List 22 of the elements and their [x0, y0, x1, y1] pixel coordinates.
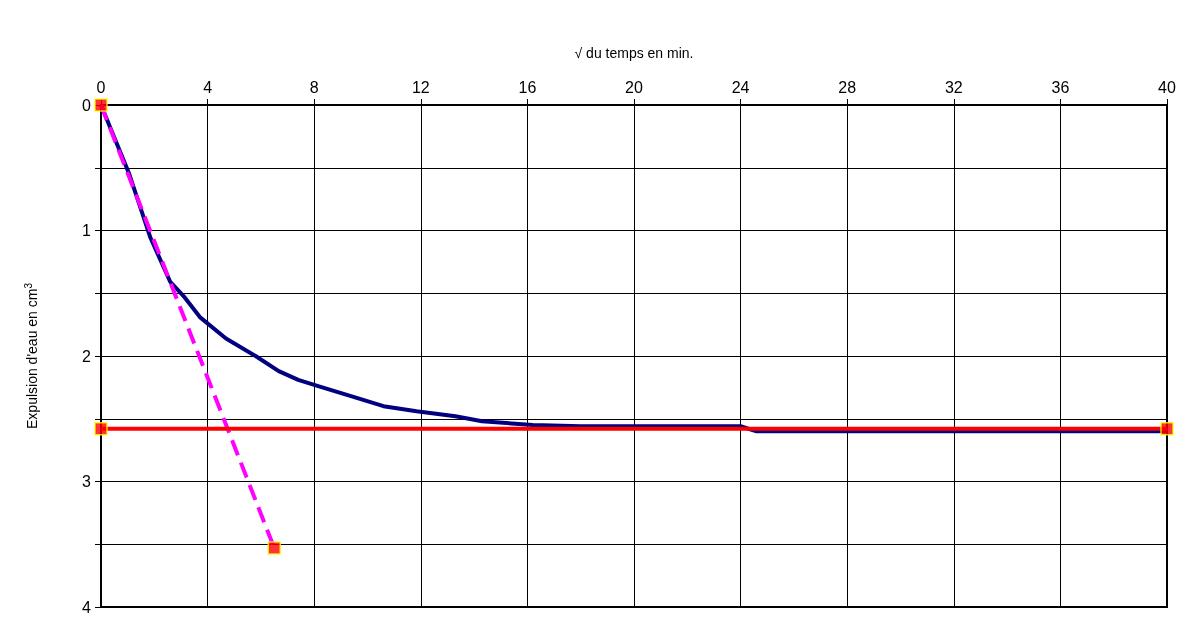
- y-tick-label: 4: [82, 598, 92, 616]
- point: [1160, 422, 1174, 436]
- x-axis-title: √ du temps en min.: [574, 45, 694, 61]
- x-tick-label: 24: [731, 78, 750, 96]
- y-tick-label: 1: [82, 222, 92, 239]
- y-tick-label: 3: [82, 473, 92, 490]
- x-tick-label: 0: [96, 78, 106, 96]
- point: [267, 541, 281, 555]
- x-tick-label: 36: [1051, 78, 1070, 96]
- x-tick-label: 40: [1158, 78, 1176, 96]
- y-tick-label: 2: [82, 347, 92, 365]
- y-axis-title: Expulsion d'eau en cm3: [22, 282, 40, 429]
- x-tick-label: 4: [203, 78, 213, 96]
- y-tick-label: 0: [82, 96, 92, 114]
- x-tick-label: 16: [518, 78, 537, 96]
- x-tick-label: 12: [411, 78, 430, 96]
- point: [94, 98, 108, 112]
- x-tick-label: 8: [309, 78, 319, 96]
- point: [94, 422, 108, 436]
- x-tick-label: 28: [838, 78, 857, 96]
- x-tick-label: 32: [944, 78, 963, 96]
- x-tick-label: 20: [625, 78, 643, 96]
